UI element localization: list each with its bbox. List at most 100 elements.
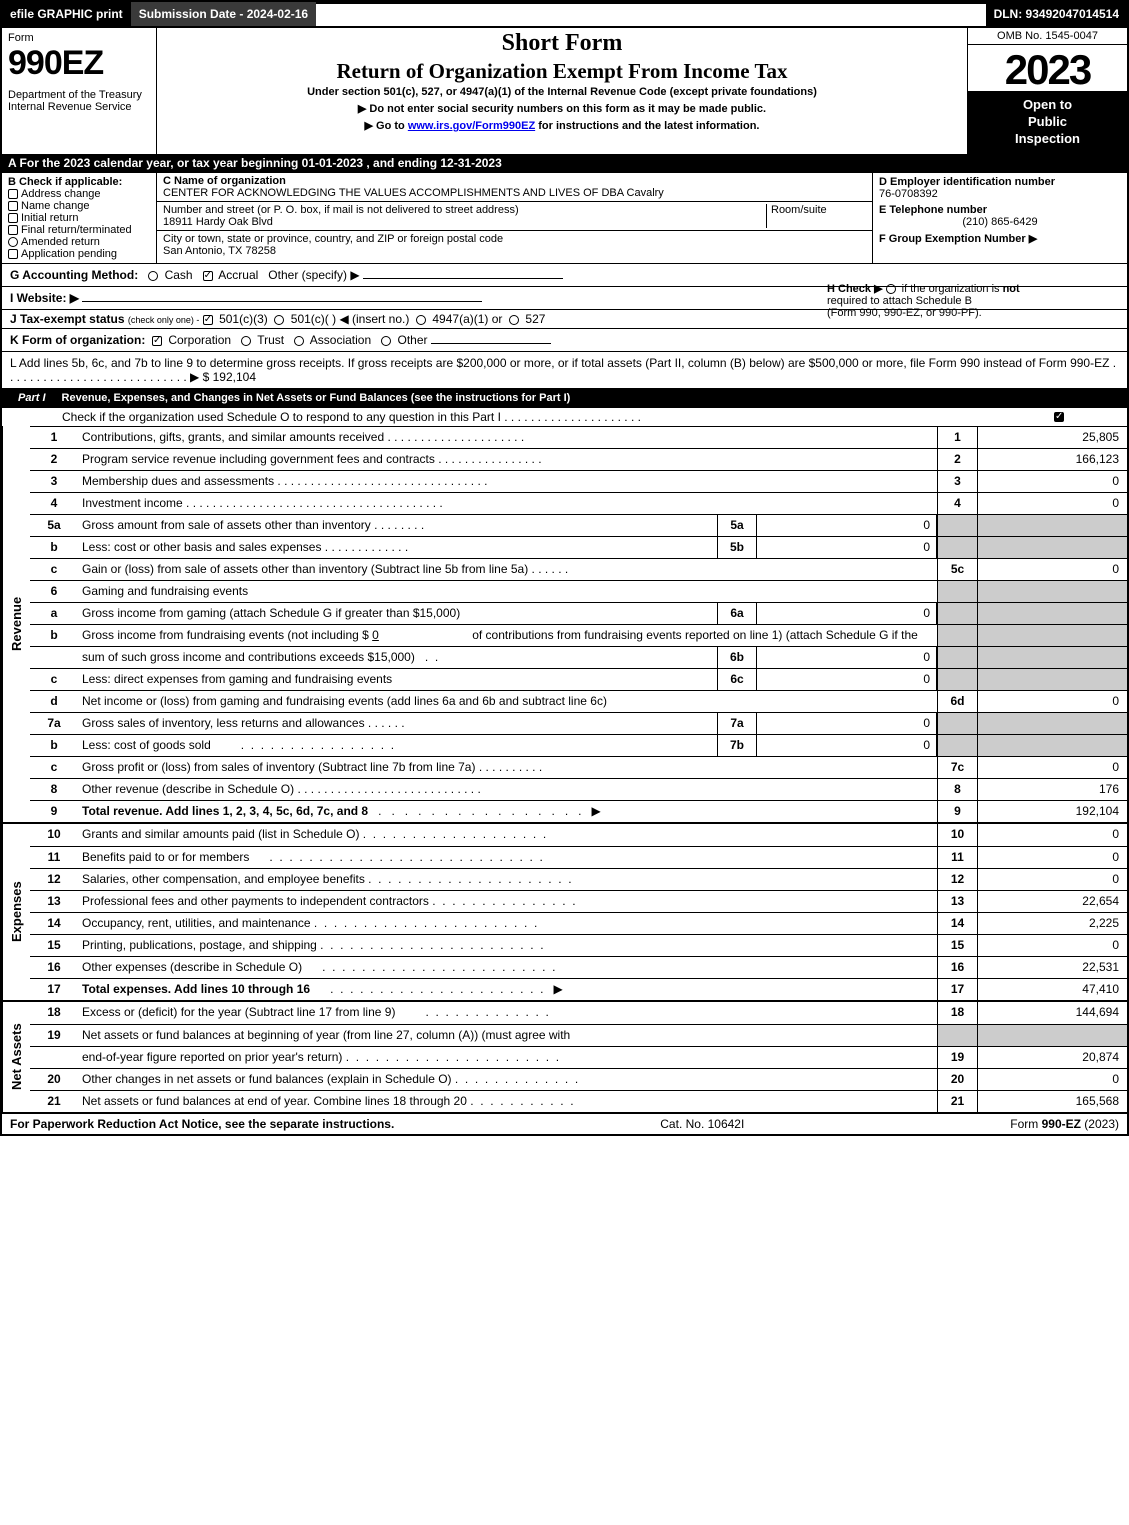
tax-year: 2023 (968, 45, 1127, 91)
line-19a-desc: Net assets or fund balances at beginning… (78, 1025, 937, 1046)
line-7c-num: 7c (937, 757, 977, 778)
b-item-5: Application pending (21, 248, 117, 260)
irs-link[interactable]: www.irs.gov/Form990EZ (408, 120, 535, 132)
line-6a-mval: 0 (757, 603, 937, 624)
d-label: D Employer identification number (879, 176, 1121, 188)
line-8-desc: Other revenue (describe in Schedule O) (82, 782, 294, 796)
section-g-row: G Accounting Method: Cash Accrual Other … (2, 263, 1127, 286)
part-i-title: Revenue, Expenses, and Changes in Net As… (62, 392, 571, 404)
line-17-val: 47,410 (977, 979, 1127, 1000)
f-label: F Group Exemption Number ▶ (879, 232, 1121, 245)
h-not: not (1003, 283, 1020, 295)
line-21-val: 165,568 (977, 1091, 1127, 1112)
line-6b-mnum: 6b (717, 647, 757, 668)
form-word: Form (8, 32, 150, 44)
h-txt1: if the organization is (902, 283, 1003, 295)
chk-schedule-o[interactable] (1054, 412, 1064, 422)
line-11-num: 11 (937, 847, 977, 868)
section-h: H Check ▶ if the organization is not req… (827, 282, 1117, 319)
chk-amended-return[interactable] (8, 237, 18, 247)
header-right: OMB No. 1545-0047 2023 Open to Public In… (967, 28, 1127, 154)
line-17-desc: Total expenses. Add lines 10 through 16 (82, 982, 310, 996)
k-o1: Corporation (168, 333, 231, 347)
line-15-desc: Printing, publications, postage, and shi… (82, 938, 317, 952)
j-o2: 501(c)( ) ◀ (insert no.) (291, 312, 410, 326)
topbar: efile GRAPHIC print Submission Date - 20… (2, 2, 1127, 26)
chk-address-change[interactable] (8, 189, 18, 199)
part-i-sub-text: Check if the organization used Schedule … (62, 410, 1054, 424)
b-label: B Check if applicable: (8, 176, 150, 188)
j-sub: (check only one) - (128, 315, 200, 325)
form-990ez-page: efile GRAPHIC print Submission Date - 20… (0, 0, 1129, 1136)
chk-final-return[interactable] (8, 225, 18, 235)
line-20-val: 0 (977, 1069, 1127, 1090)
dept-treasury: Department of the Treasury (8, 89, 150, 101)
chk-accrual[interactable] (203, 271, 213, 281)
line-9-desc: Total revenue. Add lines 1, 2, 3, 4, 5c,… (82, 804, 368, 818)
line-6a-mnum: 6a (717, 603, 757, 624)
instr-goto-post: for instructions and the latest informat… (535, 120, 759, 132)
line-7b-mval: 0 (757, 735, 937, 756)
part-i-label: Part I (10, 391, 54, 405)
line-7b-desc: Less: cost of goods sold (82, 738, 211, 752)
instr-goto: ▶ Go to www.irs.gov/Form990EZ for instru… (163, 119, 961, 132)
efile-print-label[interactable]: efile GRAPHIC print (2, 2, 131, 26)
line-1-val: 25,805 (977, 427, 1127, 448)
line-16-desc: Other expenses (describe in Schedule O) (82, 960, 302, 974)
line-6b1-desc2: of contributions from fundraising events… (472, 628, 918, 642)
line-16-val: 22,531 (977, 957, 1127, 978)
line-6c-desc: Less: direct expenses from gaming and fu… (82, 672, 392, 686)
line-7c-desc: Gross profit or (loss) from sales of inv… (82, 760, 475, 774)
chk-application-pending[interactable] (8, 249, 18, 259)
chk-other[interactable] (381, 336, 391, 346)
website-input[interactable] (82, 301, 482, 302)
header-left: Form 990EZ Department of the Treasury In… (2, 28, 157, 154)
line-5b-mnum: 5b (717, 537, 757, 558)
c-street-label: Number and street (or P. O. box, if mail… (163, 204, 766, 216)
chk-corp[interactable] (152, 336, 162, 346)
k-other-input[interactable] (431, 343, 551, 344)
section-k-row: K Form of organization: Corporation Trus… (2, 328, 1127, 351)
chk-527[interactable] (509, 315, 519, 325)
c-city-label: City or town, state or province, country… (163, 233, 866, 245)
open-inspection-box: Open to Public Inspection (968, 91, 1127, 154)
net-assets-section: Net Assets 18Excess or (deficit) for the… (2, 1000, 1127, 1112)
ein: 76-0708392 (879, 188, 1121, 200)
line-5b-mval: 0 (757, 537, 937, 558)
chk-initial-return[interactable] (8, 213, 18, 223)
g-other-input[interactable] (363, 278, 563, 279)
line-6b2-desc: sum of such gross income and contributio… (82, 650, 415, 664)
b-item-0: Address change (21, 188, 101, 200)
k-label: K Form of organization: (10, 333, 145, 347)
chk-4947[interactable] (416, 315, 426, 325)
line-12-val: 0 (977, 869, 1127, 890)
chk-501c3[interactable] (203, 315, 213, 325)
chk-name-change[interactable] (8, 201, 18, 211)
line-5b-desc: Less: cost or other basis and sales expe… (82, 540, 321, 554)
chk-h[interactable] (886, 284, 896, 294)
l-value: 192,104 (213, 370, 256, 384)
g-cash: Cash (165, 268, 193, 282)
line-15-val: 0 (977, 935, 1127, 956)
section-l-row: L Add lines 5b, 6c, and 7b to line 9 to … (2, 351, 1127, 388)
chk-trust[interactable] (241, 336, 251, 346)
line-2-desc: Program service revenue including govern… (82, 452, 435, 466)
line-6b1-amt: 0 (372, 628, 379, 642)
org-city: San Antonio, TX 78258 (163, 245, 866, 257)
chk-501c[interactable] (274, 315, 284, 325)
line-12-num: 12 (937, 869, 977, 890)
revenue-section: Revenue 1Contributions, gifts, grants, a… (2, 426, 1127, 822)
line-6-desc: Gaming and fundraising events (78, 581, 937, 602)
chk-cash[interactable] (148, 271, 158, 281)
line-14-desc: Occupancy, rent, utilities, and maintena… (82, 916, 311, 930)
line-12-desc: Salaries, other compensation, and employ… (82, 872, 365, 886)
i-label: I Website: ▶ (10, 291, 79, 305)
line-3-num: 3 (937, 471, 977, 492)
line-19-num: 19 (937, 1047, 977, 1068)
line-5a-desc: Gross amount from sale of assets other t… (82, 518, 371, 532)
line-4-num: 4 (937, 493, 977, 514)
line-2-num: 2 (937, 449, 977, 470)
chk-assoc[interactable] (294, 336, 304, 346)
e-label: E Telephone number (879, 204, 1121, 216)
line-16-num: 16 (937, 957, 977, 978)
